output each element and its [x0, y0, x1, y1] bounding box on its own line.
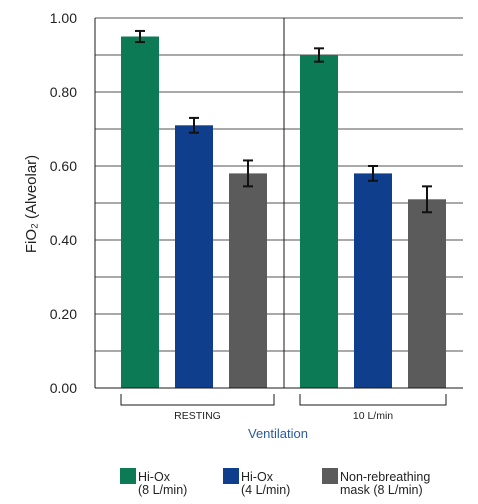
y-tick-label: 0.60	[50, 158, 77, 174]
y-tick-label: 0.80	[50, 84, 77, 100]
legend-label: (4 L/min)	[241, 483, 290, 497]
category-bracket	[299, 394, 447, 406]
legend-label: Hi-Ox	[138, 470, 171, 484]
category-label: RESTING	[174, 410, 221, 422]
y-axis-label: FiO₂ (Alveolar)	[23, 155, 40, 253]
error-bars	[135, 29, 432, 214]
legend-swatch	[223, 468, 239, 484]
axes	[94, 18, 463, 389]
category-label: 10 L/min	[353, 410, 393, 422]
legend-swatch	[120, 468, 136, 484]
legend-label: (8 L/min)	[138, 483, 187, 497]
legend-label: mask (8 L/min)	[340, 483, 423, 497]
bar	[408, 199, 446, 388]
bar	[354, 173, 392, 388]
legend-label: Non-rebreathing	[340, 470, 430, 484]
x-axis-label: Ventilation	[248, 426, 308, 441]
legend-label: Hi-Ox	[241, 470, 274, 484]
legend-swatch	[322, 468, 338, 484]
bar	[121, 36, 159, 388]
bar	[300, 55, 338, 388]
category-bracket	[120, 394, 275, 406]
bar	[175, 125, 213, 389]
y-tick-label: 0.40	[50, 232, 77, 248]
legend: Hi-Ox(8 L/min)Hi-Ox(4 L/min)Non-rebreath…	[120, 468, 430, 497]
category-labels: RESTING 10 L/min	[120, 394, 447, 422]
y-tick-label: 0.20	[50, 306, 77, 322]
y-tick-label: 1.00	[50, 10, 77, 26]
bars	[121, 36, 446, 389]
y-tick-labels: 0.00 0.20 0.40 0.60 0.80 1.00	[50, 10, 77, 396]
bar	[229, 173, 267, 388]
y-tick-label: 0.00	[50, 380, 77, 396]
